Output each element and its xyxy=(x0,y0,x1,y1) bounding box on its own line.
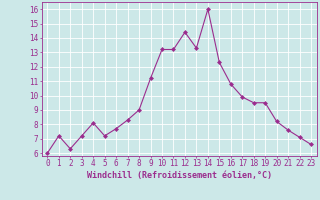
X-axis label: Windchill (Refroidissement éolien,°C): Windchill (Refroidissement éolien,°C) xyxy=(87,171,272,180)
